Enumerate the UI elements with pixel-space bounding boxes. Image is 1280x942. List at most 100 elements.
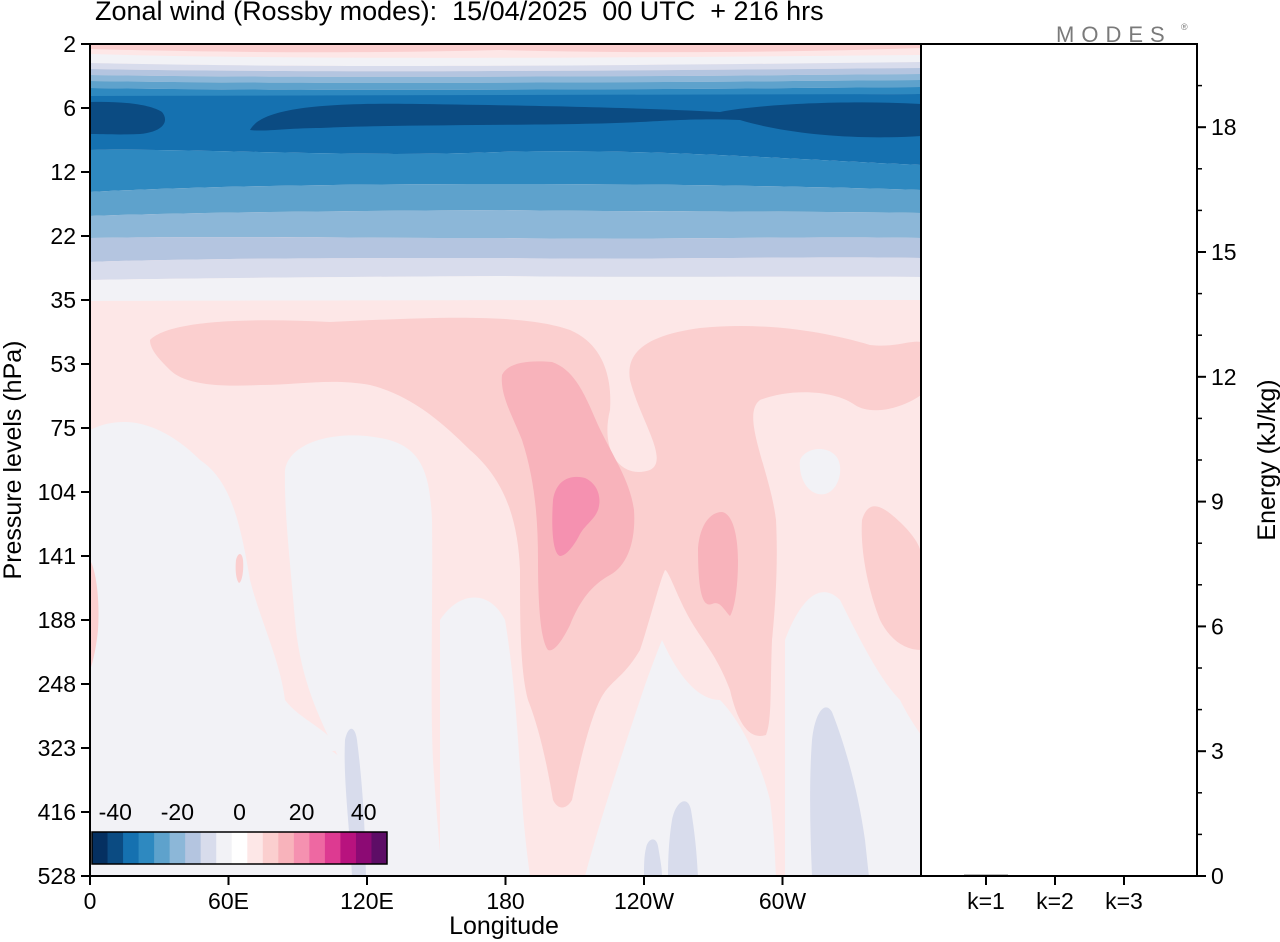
colorbar-swatch	[309, 832, 326, 864]
energy-category-label: k=1	[967, 888, 1005, 914]
energy-tick-label: 6	[1211, 613, 1224, 639]
colorbar-swatch	[247, 832, 264, 864]
colorbar-swatch	[200, 832, 217, 864]
pos-5-large	[150, 317, 921, 808]
y-tick-label: 323	[38, 735, 76, 761]
band-neg-20	[90, 80, 921, 90]
x-tick-label: 180	[486, 888, 524, 914]
colorbar-swatch	[138, 832, 155, 864]
y-tick-label: 22	[50, 223, 76, 249]
y-tick-label: 104	[38, 479, 77, 505]
chart-title: Zonal wind (Rossby modes): 15/04/2025 00…	[95, 0, 824, 26]
x-tick-label: 60E	[208, 888, 249, 914]
modes-logo: MODES	[1056, 22, 1172, 47]
colorbar-swatch	[185, 832, 202, 864]
energy-tick-label: 18	[1211, 114, 1237, 140]
colorbar-swatch	[371, 832, 388, 864]
colorbar-swatch	[262, 832, 279, 864]
y-tick-label: 248	[38, 671, 76, 697]
y-axis-label: Pressure levels (hPa)	[0, 341, 27, 580]
neg-weak-right-blob	[799, 448, 841, 495]
energy-axis: 0 3 6 9 12 15 18	[1197, 84, 1237, 889]
colorbar-swatch	[216, 832, 233, 864]
colorbar-swatch	[324, 832, 341, 864]
band-pos-top	[90, 44, 921, 53]
pos-5-left-edge	[90, 560, 99, 670]
y-tick-label: 2	[63, 31, 76, 57]
pos-5-right	[861, 506, 921, 650]
core-neg-left	[90, 101, 166, 135]
band-neg-5-lower	[90, 257, 921, 280]
y-tick-label: 75	[50, 415, 76, 441]
y-tick-label: 528	[38, 863, 76, 889]
band-neg-25-lower	[90, 149, 921, 192]
pos-5-speck	[235, 554, 244, 583]
colorbar-swatch	[340, 832, 357, 864]
energy-bars: k=1 k=2 k=3	[964, 874, 1146, 914]
energy-axis-label: Energy (kJ/kg)	[1253, 379, 1280, 540]
colorbar-swatch	[154, 832, 171, 864]
colorbar: -40 -20 0 20 40	[91, 799, 388, 865]
neg-weak-mid	[585, 640, 776, 876]
colorbar-swatch	[107, 832, 124, 864]
colorbar-tick-label: -40	[99, 799, 132, 825]
band-neg-10	[90, 68, 921, 77]
band-neg-10-lower	[90, 237, 921, 262]
neg-weak-center	[284, 435, 442, 876]
energy-bar	[1033, 875, 1077, 877]
x-axis: 0 60E 120E 180 120W 60W	[84, 876, 807, 914]
y-axis: 2 6 12 22 35 53 75 104 141 188 248 323 416 528	[38, 31, 90, 889]
core-neg-center	[250, 102, 921, 138]
colorbar-swatch	[278, 832, 295, 864]
energy-frame	[920, 43, 1198, 877]
energy-tick-label: 0	[1211, 863, 1224, 889]
band-near-zero-top	[90, 54, 921, 66]
energy-bar	[1102, 875, 1146, 877]
colorbar-tick-label: -20	[161, 799, 194, 825]
x-tick-label: 0	[84, 888, 97, 914]
colorbar-swatch	[231, 832, 248, 864]
colorbar-swatch	[169, 832, 186, 864]
neg-weak-center-low	[440, 597, 530, 876]
x-tick-label: 120E	[340, 888, 394, 914]
band-near-zero-lower	[90, 276, 921, 301]
band-neg-20-lower	[90, 184, 921, 216]
pos-10-right	[698, 512, 738, 616]
colorbar-frame	[91, 831, 388, 865]
band-neg-15	[90, 74, 921, 83]
neg-plume-3	[644, 839, 662, 876]
colorbar-swatch	[92, 832, 109, 864]
y-tick-label: 6	[63, 95, 76, 121]
neg-plume-2	[668, 801, 698, 876]
y-tick-label: 188	[38, 607, 76, 633]
y-tick-label: 416	[38, 799, 76, 825]
x-tick-label: 60W	[759, 888, 807, 914]
colorbar-tick-label: 20	[289, 799, 315, 825]
neg-weak-left	[90, 421, 340, 800]
energy-tick-label: 9	[1211, 489, 1224, 515]
y-tick-label: 35	[50, 287, 76, 313]
energy-category-label: k=2	[1036, 888, 1074, 914]
energy-tick-label: 3	[1211, 738, 1224, 764]
y-tick-label: 141	[38, 543, 76, 569]
band-neg-5	[90, 62, 921, 72]
y-tick-label: 53	[50, 351, 76, 377]
colorbar-swatch	[293, 832, 310, 864]
colorbar-swatch	[355, 832, 372, 864]
colorbar-swatch	[123, 832, 140, 864]
contour-field	[90, 44, 921, 876]
energy-category-label: k=3	[1105, 888, 1143, 914]
colorbar-tick-label: 0	[233, 799, 246, 825]
y-tick-label: 12	[50, 159, 76, 185]
neg-plume-4	[810, 707, 869, 876]
pos-15-core	[552, 476, 600, 556]
colorbar-tick-label: 40	[351, 799, 377, 825]
energy-tick-label: 15	[1211, 239, 1237, 265]
band-neg-15-lower	[90, 210, 921, 239]
energy-bar	[964, 874, 1008, 877]
x-axis-label: Longitude	[449, 912, 559, 940]
registered-mark: ®	[1181, 22, 1188, 32]
x-tick-label: 120W	[614, 888, 674, 914]
